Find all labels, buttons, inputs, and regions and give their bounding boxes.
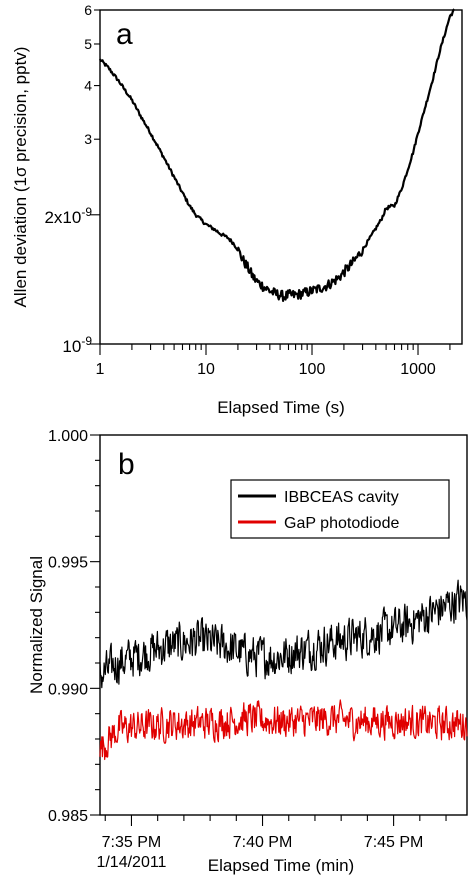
panel-a-series-line — [98, 8, 456, 302]
panel-a: 1 10 100 1000 10-9 2x10-9 3 4 5 6 a Elapsed Time… — [11, 2, 463, 417]
panel-b-legend: IBBCEAS cavity GaP photodiode — [230, 479, 450, 539]
x-tick-label: 7:45 PM — [364, 834, 424, 851]
x-tick-label: 10 — [197, 361, 215, 378]
panel-a-label: a — [116, 18, 133, 51]
x-tick-label: 1 — [96, 361, 105, 378]
y-tick-label: 0.985 — [48, 808, 88, 825]
panel-b-x-ticks: 7:35 PM 1/14/2011 7:40 PM 7:45 PM — [96, 815, 447, 871]
panel-a-x-ticks: 1 10 100 1000 — [96, 344, 451, 378]
panel-a-y-ticks: 10-9 2x10-9 3 4 5 6 — [44, 2, 100, 356]
y-tick-label: 4 — [84, 78, 92, 94]
panel-b-series-gap-line — [99, 699, 468, 761]
legend-gap-label: GaP photodiode — [284, 515, 399, 532]
y-tick-label: 0.990 — [48, 681, 88, 698]
panel-b-series-ibbceas-line — [99, 579, 468, 689]
y-tick-label: 5 — [84, 36, 92, 52]
panel-b-frame — [99, 434, 468, 816]
panel-b-x-axis-title: Elapsed Time (min) — [208, 856, 354, 875]
panel-a-frame — [99, 9, 463, 345]
y-tick-label: 6 — [84, 2, 92, 18]
panel-b-y-ticks: 0.985 0.990 0.995 1.000 — [48, 428, 100, 825]
panel-b-y-axis-title: Normalized Signal — [27, 556, 46, 694]
y-tick-label: 0.995 — [48, 555, 88, 572]
legend-box — [230, 479, 450, 539]
panel-b: 7:35 PM 1/14/2011 7:40 PM 7:45 PM 0.985 0.99… — [27, 428, 468, 875]
y-tick-label: 10-9 — [62, 334, 92, 356]
x-tick-label: 100 — [299, 361, 326, 378]
y-tick-label: 1.000 — [48, 428, 88, 445]
panel-a-x-axis-title: Elapsed Time (s) — [217, 398, 345, 417]
x-tick-label: 1/14/2011 — [96, 854, 166, 871]
panel-a-y-axis-title: Allen deviation (1σ precision, pptv) — [11, 47, 30, 308]
legend-ibbceas-label: IBBCEAS cavity — [284, 489, 399, 506]
x-tick-label: 7:40 PM — [233, 834, 293, 851]
y-tick-label: 2x10-9 — [44, 205, 92, 227]
x-tick-label: 1000 — [400, 361, 436, 378]
x-tick-label: 7:35 PM — [102, 834, 162, 851]
y-tick-label: 3 — [84, 131, 92, 147]
panel-b-label: b — [118, 448, 135, 481]
